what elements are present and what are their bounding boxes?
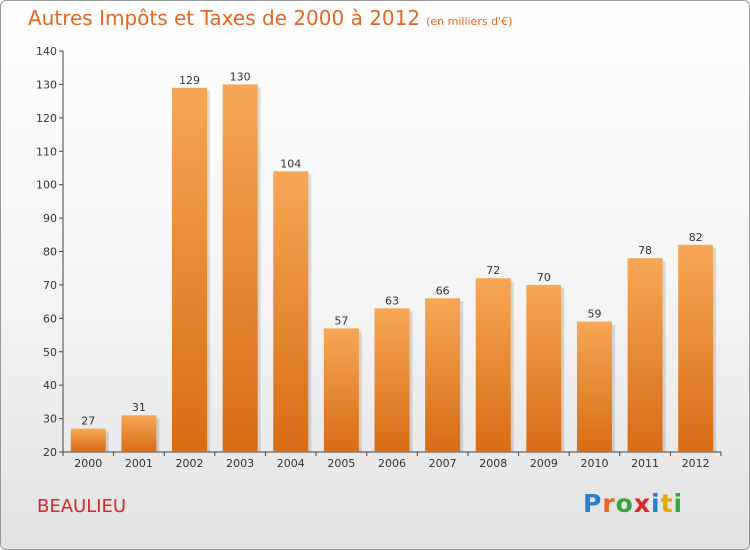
bar-value-label: 66 bbox=[436, 284, 450, 297]
bar bbox=[526, 284, 562, 452]
x-tick-label: 2012 bbox=[682, 457, 710, 470]
logo-letter: r bbox=[602, 489, 616, 518]
y-tick-label: 70 bbox=[43, 279, 57, 292]
town-name: BEAULIEU bbox=[37, 496, 127, 517]
x-tick-label: 2003 bbox=[226, 457, 254, 470]
bar bbox=[576, 321, 612, 452]
y-tick-label: 40 bbox=[43, 379, 57, 392]
y-tick-label: 50 bbox=[43, 346, 57, 359]
bar-value-label: 70 bbox=[537, 271, 551, 284]
x-tick-label: 2005 bbox=[327, 457, 355, 470]
bar-value-label: 82 bbox=[689, 231, 703, 244]
bar-value-label: 27 bbox=[81, 415, 95, 428]
bar-value-label: 63 bbox=[385, 294, 399, 307]
bar bbox=[678, 244, 714, 452]
bar-value-label: 72 bbox=[486, 264, 500, 277]
bar bbox=[273, 171, 309, 453]
x-tick-label: 2002 bbox=[176, 457, 204, 470]
y-tick-label: 100 bbox=[36, 179, 57, 192]
x-tick-label: 2001 bbox=[125, 457, 153, 470]
logo-letter: o bbox=[615, 489, 634, 518]
bar-value-label: 130 bbox=[230, 70, 251, 83]
x-tick-label: 2008 bbox=[479, 457, 507, 470]
bar-value-label: 104 bbox=[280, 157, 301, 170]
logo-letter: t bbox=[660, 489, 674, 518]
x-tick-label: 2007 bbox=[429, 457, 457, 470]
y-tick-label: 140 bbox=[36, 45, 57, 58]
logo-letter: i bbox=[651, 489, 661, 518]
chart-subtitle: (en milliers d'€) bbox=[426, 15, 513, 28]
x-tick-label: 2011 bbox=[631, 457, 659, 470]
bar-value-label: 57 bbox=[334, 314, 348, 327]
bar-value-label: 31 bbox=[132, 401, 146, 414]
bar bbox=[70, 428, 106, 452]
logo-letter: P bbox=[583, 489, 603, 518]
y-tick-label: 30 bbox=[43, 413, 57, 426]
bar bbox=[222, 84, 258, 453]
bar bbox=[627, 258, 663, 452]
logo-letter: x bbox=[633, 489, 651, 518]
logo-letter: i bbox=[673, 489, 684, 518]
bar bbox=[374, 308, 410, 452]
bar-value-label: 78 bbox=[638, 244, 652, 257]
axes: 20 30 40 50 60 70 80 90 100 110 120 130 140 bbox=[36, 45, 722, 459]
bar-value-label: 59 bbox=[587, 308, 601, 321]
labels: 27 2000 31 2001 129 2002 130 2003 104 2004 57 2005 6… bbox=[74, 70, 709, 470]
x-tick-label: 2000 bbox=[74, 457, 102, 470]
bar bbox=[323, 328, 359, 452]
x-tick-label: 2009 bbox=[530, 457, 558, 470]
x-tick-label: 2010 bbox=[580, 457, 608, 470]
bar bbox=[475, 278, 511, 452]
bar-value-label: 129 bbox=[179, 74, 200, 87]
y-tick-label: 60 bbox=[43, 312, 57, 325]
x-tick-label: 2006 bbox=[378, 457, 406, 470]
bar bbox=[425, 298, 461, 452]
proxiti-logo: Proxiti bbox=[583, 489, 683, 518]
bar bbox=[121, 415, 157, 452]
bar bbox=[172, 87, 208, 452]
y-tick-label: 20 bbox=[43, 446, 57, 459]
y-tick-label: 80 bbox=[43, 246, 57, 259]
y-tick-label: 130 bbox=[36, 78, 57, 91]
chart-title: Autres Impôts et Taxes de 2000 à 2012 (en… bbox=[28, 6, 512, 30]
y-tick-label: 120 bbox=[36, 112, 57, 125]
bars bbox=[70, 84, 717, 453]
y-tick-label: 90 bbox=[43, 212, 57, 225]
y-tick-label: 110 bbox=[36, 145, 57, 158]
x-tick-label: 2004 bbox=[277, 457, 305, 470]
title-text: Autres Impôts et Taxes de 2000 à 2012 bbox=[28, 6, 421, 30]
